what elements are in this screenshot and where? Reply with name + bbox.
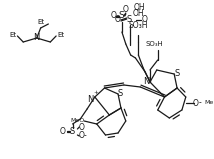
Text: S: S (117, 89, 123, 97)
Text: O: O (110, 11, 116, 21)
Text: N: N (143, 77, 149, 86)
Text: Et: Et (9, 32, 16, 38)
Text: OH: OH (132, 8, 144, 17)
Text: S: S (126, 14, 131, 24)
Text: -: - (199, 98, 202, 107)
Text: O: O (60, 128, 66, 136)
Text: N: N (34, 34, 40, 42)
Text: S: S (174, 69, 180, 77)
Text: O: O (193, 98, 198, 107)
Text: O: O (78, 131, 84, 141)
Text: Et: Et (37, 19, 44, 25)
Text: O: O (123, 6, 129, 14)
Text: Et: Et (57, 32, 65, 38)
Text: O: O (141, 15, 147, 24)
Text: O: O (78, 124, 84, 132)
Text: SO₃H: SO₃H (146, 41, 164, 47)
Text: SO₃H: SO₃H (129, 21, 148, 30)
Text: N: N (87, 94, 93, 104)
Text: Me: Me (204, 100, 213, 106)
Text: MeO: MeO (70, 118, 84, 122)
Text: S: S (70, 128, 75, 136)
Text: S: S (118, 11, 124, 21)
Text: O: O (115, 14, 121, 24)
Text: -: - (84, 131, 86, 141)
Text: +: + (94, 90, 98, 96)
Text: OH: OH (134, 3, 145, 13)
